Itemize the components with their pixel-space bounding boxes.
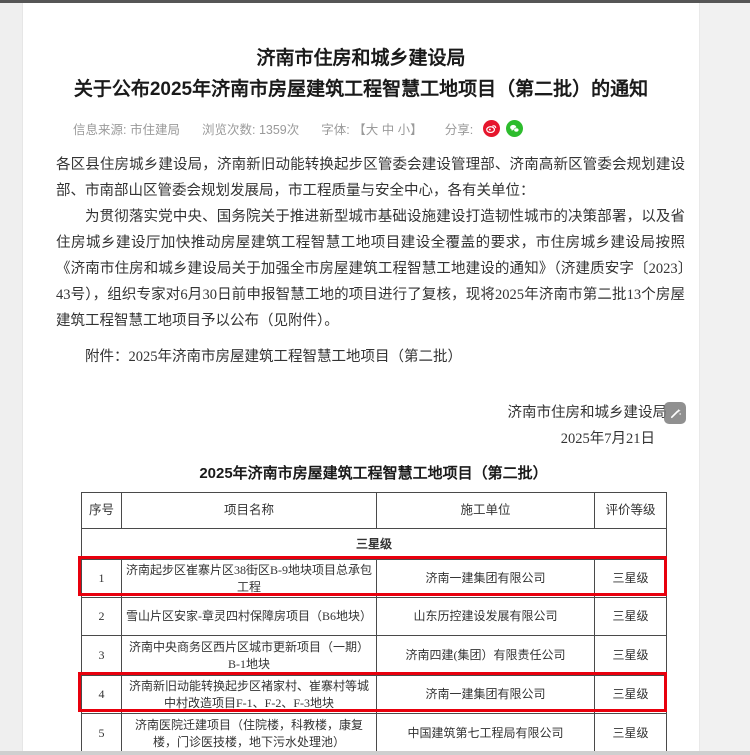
table-header-row: 序号 项目名称 施工单位 评价等级 [81,492,667,529]
right-gutter [700,3,750,755]
signature-org: 济南市住房和城乡建设局 [507,405,668,421]
row-contractor: 中国建筑第七工程局有限公司 [376,713,595,754]
row-project-name: 济南新旧动能转换起步区褚家村、崔寨村等城中村改造项目F-1、F-2、F-3地块 [121,675,377,714]
row-grade: 三星级 [594,635,667,676]
col-header-project-name: 项目名称 [121,492,377,529]
share-icon-group [483,120,524,137]
row-no: 5 [81,713,122,754]
table-row: 1 济南起步区崔寨片区38街区B-9地块项目总承包工程 济南一建集团有限公司 三… [81,559,667,598]
salutation-paragraph: 各区县住房城乡建设局，济南新旧动能转换起步区管委会建设管理部、济南高新区管委会规… [56,157,685,199]
row-contractor: 济南一建集团有限公司 [376,559,595,598]
attachment-table-wrapper: 序号 项目名称 施工单位 评价等级 三星级 1 济南起步区崔寨片区38街区B-9… [78,492,667,755]
notice-title: 济南市住房和城乡建设局 关于公布2025年济南市房屋建筑工程智慧工地项目（第二批… [23,43,699,105]
row-grade: 三星级 [594,713,667,754]
row-no: 2 [81,597,122,636]
col-header-contractor: 施工单位 [376,492,595,529]
table-row: 3 济南中央商务区西片区城市更新项目（一期）B-1地块 济南四建(集团）有限责任… [81,635,667,676]
col-header-no: 序号 [81,492,122,529]
wechat-share-icon[interactable] [506,120,524,137]
font-size-selector[interactable]: 字体: 【大 中 小】 [321,123,423,137]
notice-title-line1: 济南市住房和城乡建设局 [256,48,466,69]
row-no: 3 [81,635,122,676]
signature-block: 济南市住房和城乡建设局 2025年7月21日 [23,400,699,452]
grade-section-row: 三星级 [81,528,667,560]
image-tool-wand-button[interactable] [664,402,686,424]
view-count: 浏览次数: 1359次 [201,123,300,137]
attachment-table-title: 2025年济南市房屋建筑工程智慧工地项目（第二批） [199,465,548,482]
row-project-name: 雪山片区安家-章灵四村保障房项目（B6地块） [121,597,377,636]
table-row: 5 济南医院迁建项目（住院楼，科教楼，康复楼，门诊医技楼，地下污水处理池） 中国… [81,713,667,754]
col-header-grade: 评价等级 [594,492,667,529]
grade-section-label: 三星级 [81,528,667,560]
table-row: 4 济南新旧动能转换起步区褚家村、崔寨村等城中村改造项目F-1、F-2、F-3地… [81,675,667,714]
notice-body: 各区县住房城乡建设局，济南新旧动能转换起步区管委会建设管理部、济南高新区管委会规… [23,152,699,370]
attachment-line: 附件：2025年济南市房屋建筑工程智慧工地项目（第二批） [85,349,462,365]
notice-title-line2: 关于公布2025年济南市房屋建筑工程智慧工地项目（第二批）的通知 [73,79,649,100]
row-grade: 三星级 [594,675,667,714]
row-project-name: 济南医院迁建项目（住院楼，科教楼，康复楼，门诊医技楼，地下污水处理池） [121,713,377,754]
top-border-strip [0,0,750,3]
article-meta-bar: 信息来源: 市住建局 浏览次数: 1359次 字体: 【大 中 小】 分享: [23,119,699,138]
article-page: 济南市住房和城乡建设局 关于公布2025年济南市房屋建筑工程智慧工地项目（第二批… [22,3,700,755]
weibo-share-icon[interactable] [483,120,501,137]
row-grade: 三星级 [594,597,667,636]
smart-site-project-table: 序号 项目名称 施工单位 评价等级 三星级 1 济南起步区崔寨片区38街区B-9… [81,492,667,755]
signature-date: 2025年7月21日 [560,431,655,447]
share-label: 分享: [444,123,474,137]
row-contractor: 济南一建集团有限公司 [376,675,595,714]
table-row: 2 雪山片区安家-章灵四村保障房项目（B6地块） 山东历控建设发展有限公司 三星… [81,597,667,636]
row-no: 4 [81,675,122,714]
bottom-border-strip [0,751,750,755]
row-grade: 三星级 [594,559,667,598]
row-contractor: 济南四建(集团）有限责任公司 [376,635,595,676]
row-project-name: 济南中央商务区西片区城市更新项目（一期）B-1地块 [121,635,377,676]
row-contractor: 山东历控建设发展有限公司 [376,597,595,636]
info-source: 信息来源: 市住建局 [73,123,180,137]
main-paragraph: 为贯彻落实党中央、国务院关于推进新型城市基础设施建设打造韧性城市的决策部署，以及… [56,209,685,329]
magic-wand-icon [670,408,681,418]
row-project-name: 济南起步区崔寨片区38街区B-9地块项目总承包工程 [121,559,377,598]
row-no: 1 [81,559,122,598]
